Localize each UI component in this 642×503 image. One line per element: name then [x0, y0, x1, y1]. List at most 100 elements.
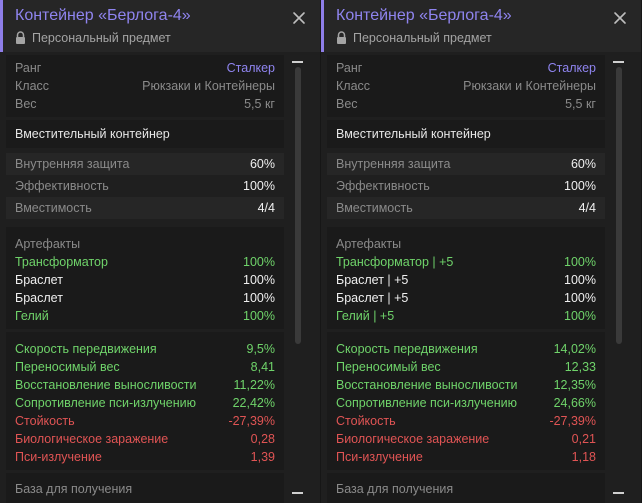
- container-heading: Вместительный контейнер: [336, 127, 491, 141]
- row-label: Эффективность: [15, 179, 109, 193]
- row-label: Вес: [15, 97, 37, 111]
- row-value: 1,39: [250, 450, 275, 464]
- row-label: Гелий | +5: [336, 309, 395, 323]
- row-label: Браслет | +5: [336, 273, 409, 287]
- row-label: Ранг: [336, 61, 363, 75]
- row-label: Стойкость: [15, 414, 75, 428]
- row-value: Рюкзаки и Контейнеры: [463, 79, 596, 93]
- tooltip-content[interactable]: Ранг Сталкер Класс Рюкзаки и Контейнеры …: [6, 55, 312, 503]
- artifacts-section: Артефакты Трансформатор | +5 100% Брасле…: [327, 227, 605, 329]
- row-label: Биологическое заражение: [336, 432, 490, 446]
- row-label: Сопротивление пси-излучению: [336, 396, 517, 410]
- info-row-rank: Ранг Сталкер: [15, 59, 275, 77]
- row-value: 100%: [243, 309, 275, 323]
- row-value: 100%: [243, 255, 275, 269]
- row-label: Сопротивление пси-излучению: [15, 396, 196, 410]
- row-label: Внутренняя защита: [15, 157, 130, 171]
- artifact-row: Браслет | +5 100%: [336, 289, 596, 307]
- row-value: 100%: [243, 273, 275, 287]
- effect-row: Восстановление выносливости 12,35%: [336, 376, 596, 394]
- container-heading-section: Вместительный контейнер: [327, 120, 605, 148]
- row-value: 5,5 кг: [565, 97, 596, 111]
- row-value: 8,41: [250, 360, 275, 374]
- effect-row: Переносимый вес 8,41: [15, 358, 275, 376]
- info-row-class: Класс Рюкзаки и Контейнеры: [15, 77, 275, 95]
- tooltip-content[interactable]: Ранг Сталкер Класс Рюкзаки и Контейнеры …: [327, 55, 633, 503]
- close-icon[interactable]: [292, 11, 306, 25]
- info-row-rank: Ранг Сталкер: [336, 59, 596, 77]
- scroll-up-arrow[interactable]: [613, 61, 624, 63]
- stat-row-protection: Внутренняя защита 60%: [6, 153, 284, 175]
- subtitle-text: Персональный предмет: [353, 31, 492, 45]
- row-value: 12,33: [564, 360, 596, 374]
- scroll-down-arrow[interactable]: [613, 492, 624, 494]
- row-value: 60%: [249, 157, 275, 171]
- row-value: 100%: [564, 273, 596, 287]
- row-label: Трансформатор | +5: [336, 255, 454, 269]
- effect-row: Биологическое заражение 0,28: [15, 430, 275, 448]
- artifact-row: Гелий 100%: [15, 307, 275, 325]
- row-label: Ранг: [15, 61, 42, 75]
- row-label: Скорость передвижения: [15, 342, 157, 356]
- scrollbar-thumb[interactable]: [295, 67, 301, 344]
- item-title: Контейнер «Берлога-4»: [336, 7, 512, 24]
- row-value: -27,39%: [228, 414, 275, 428]
- footer-heading: База для получения: [15, 482, 133, 496]
- row-value: 24,66%: [553, 396, 596, 410]
- stat-row-protection: Внутренняя защита 60%: [327, 153, 605, 175]
- artifact-row: Гелий | +5 100%: [336, 307, 596, 325]
- row-label: Биологическое заражение: [15, 432, 169, 446]
- row-label: Переносимый вес: [336, 360, 441, 374]
- artifact-row: Трансформатор 100%: [15, 253, 275, 271]
- artifact-row: Браслет 100%: [15, 289, 275, 307]
- artifacts-section: Артефакты Трансформатор 100% Браслет 100…: [6, 227, 284, 329]
- stat-row-capacity: Вместимость 4/4: [327, 197, 605, 219]
- item-tooltip-panel-right: Контейнер «Берлога-4» Персональный предм…: [321, 0, 641, 503]
- row-value: 0,21: [571, 432, 596, 446]
- row-value: Рюкзаки и Контейнеры: [142, 79, 275, 93]
- subtitle-text: Персональный предмет: [32, 31, 171, 45]
- row-value: -27,39%: [549, 414, 596, 428]
- footer-heading: База для получения: [336, 482, 454, 496]
- row-value: 4/4: [257, 201, 275, 215]
- row-label: Гелий: [15, 309, 49, 323]
- row-label: Вместимость: [336, 201, 413, 215]
- effects-section: Скорость передвижения 9,5% Переносимый в…: [6, 332, 284, 470]
- row-value: 22,42%: [232, 396, 275, 410]
- effect-row: Биологическое заражение 0,21: [336, 430, 596, 448]
- effect-row: Скорость передвижения 9,5%: [15, 340, 275, 358]
- row-value: 100%: [564, 255, 596, 269]
- row-value: 100%: [243, 291, 275, 305]
- lock-icon: [337, 31, 346, 44]
- row-value: 100%: [243, 179, 275, 193]
- row-value: 100%: [564, 309, 596, 323]
- container-stats-section: Внутренняя защита 60% Эффективность 100%…: [327, 151, 605, 223]
- container-heading-section: Вместительный контейнер: [6, 120, 284, 148]
- item-tooltip-panel-left: Контейнер «Берлога-4» Персональный предм…: [0, 0, 320, 503]
- scrollbar-thumb[interactable]: [616, 67, 622, 344]
- scroll-down-arrow[interactable]: [292, 492, 303, 494]
- close-icon[interactable]: [613, 11, 627, 25]
- row-value: 9,5%: [246, 342, 276, 356]
- scroll-up-arrow[interactable]: [292, 61, 303, 63]
- scrollbar[interactable]: [290, 58, 306, 503]
- effects-section: Скорость передвижения 14,02% Переносимый…: [327, 332, 605, 470]
- row-value: 14,02%: [553, 342, 596, 356]
- container-stats-section: Внутренняя защита 60% Эффективность 100%…: [6, 151, 284, 223]
- row-label: Класс: [336, 79, 371, 93]
- row-label: Скорость передвижения: [336, 342, 478, 356]
- row-value: 100%: [564, 179, 596, 193]
- row-value: 4/4: [578, 201, 596, 215]
- tooltip-header: Контейнер «Берлога-4» Персональный предм…: [321, 0, 641, 52]
- row-label: Браслет: [15, 291, 63, 305]
- info-row-weight: Вес 5,5 кг: [15, 95, 275, 113]
- row-value: 60%: [570, 157, 596, 171]
- info-row-weight: Вес 5,5 кг: [336, 95, 596, 113]
- info-section: Ранг Сталкер Класс Рюкзаки и Контейнеры …: [327, 55, 605, 117]
- stat-row-efficiency: Эффективность 100%: [6, 175, 284, 197]
- artifact-row: Браслет | +5 100%: [336, 271, 596, 289]
- row-value: 12,35%: [553, 378, 596, 392]
- scrollbar[interactable]: [611, 58, 627, 503]
- row-value: 11,22%: [233, 378, 275, 392]
- artifact-row: Трансформатор | +5 100%: [336, 253, 596, 271]
